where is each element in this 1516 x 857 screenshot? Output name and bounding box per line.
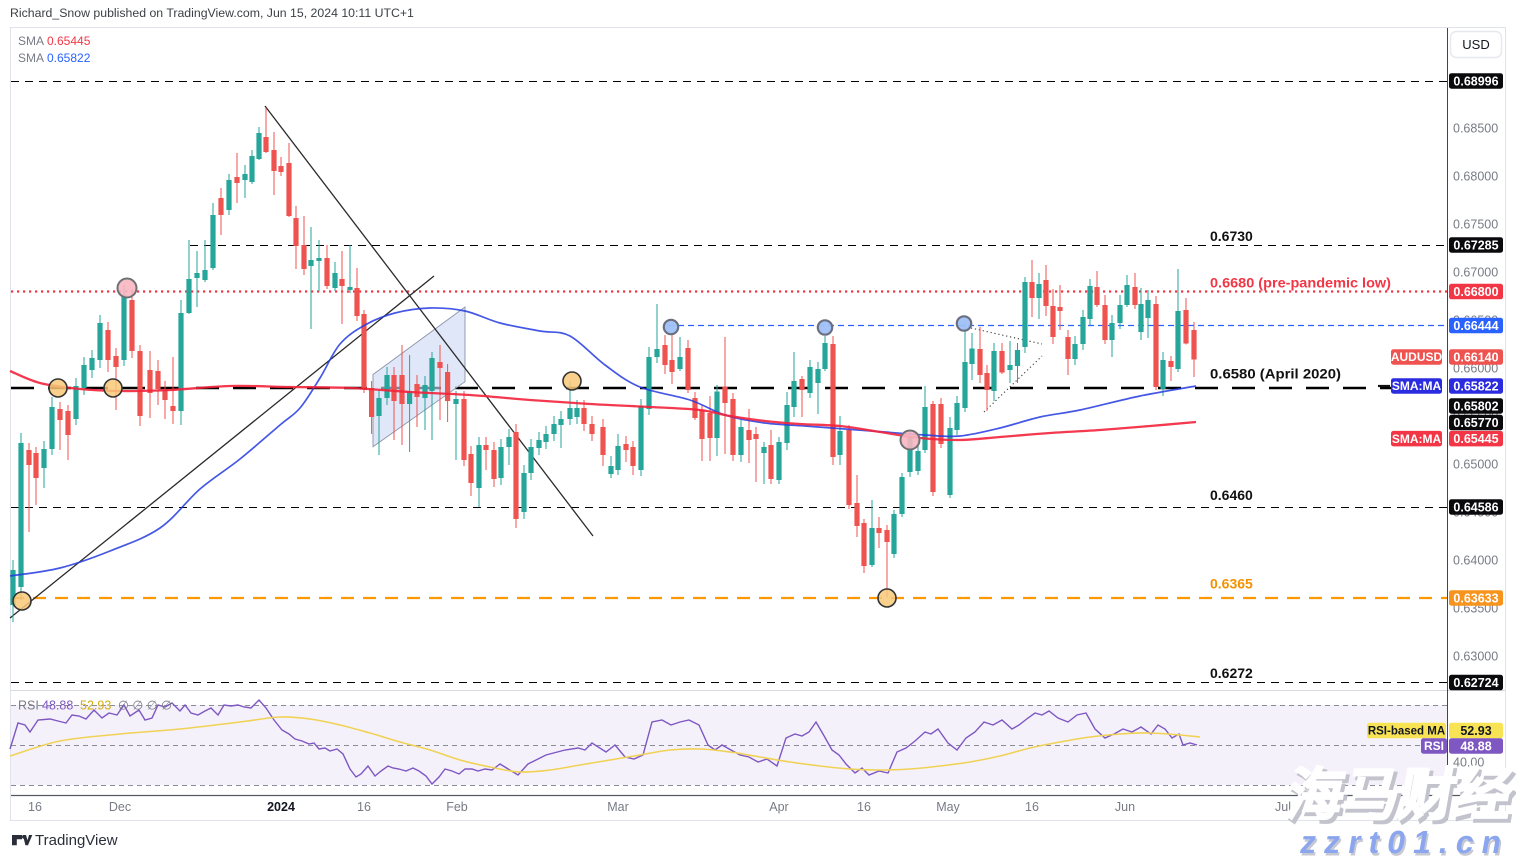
- svg-text:0.6365: 0.6365: [1210, 576, 1253, 592]
- svg-text:Jul: Jul: [1275, 800, 1291, 814]
- svg-text:0.6460: 0.6460: [1210, 487, 1253, 503]
- svg-text:52.93: 52.93: [80, 699, 111, 713]
- svg-text:Feb: Feb: [446, 800, 468, 814]
- svg-text:2024: 2024: [267, 800, 295, 814]
- svg-text:0.68996: 0.68996: [1453, 74, 1498, 88]
- svg-text:0.67500: 0.67500: [1453, 218, 1498, 232]
- svg-text:0.64586: 0.64586: [1453, 500, 1498, 514]
- svg-text:16: 16: [357, 800, 371, 814]
- svg-text:SMA:MA: SMA:MA: [1392, 379, 1442, 393]
- svg-text:0.65802: 0.65802: [1453, 399, 1498, 413]
- svg-text:SMA: SMA: [18, 34, 44, 48]
- svg-text:AUDUSD: AUDUSD: [1391, 350, 1443, 364]
- svg-text:48.88: 48.88: [42, 699, 73, 713]
- svg-text:0.65445: 0.65445: [1453, 432, 1498, 446]
- svg-text:0.6730: 0.6730: [1210, 228, 1253, 244]
- svg-text:0.6680 (pre-pandemic low): 0.6680 (pre-pandemic low): [1210, 276, 1391, 291]
- svg-text:0.66444: 0.66444: [1453, 319, 1498, 333]
- svg-text:48.88: 48.88: [1460, 739, 1491, 753]
- svg-text:∅ ∅ ∅ ∅: ∅ ∅ ∅ ∅: [118, 699, 172, 713]
- svg-text:Apr: Apr: [769, 800, 788, 814]
- svg-text:0.65822: 0.65822: [1453, 379, 1498, 393]
- svg-text:RSI: RSI: [1424, 739, 1444, 753]
- svg-text:0.6272: 0.6272: [1210, 665, 1253, 681]
- svg-text:zzrt01.cn: zzrt01.cn: [1299, 827, 1514, 857]
- svg-text:USD: USD: [1462, 37, 1489, 52]
- svg-text:Jun: Jun: [1115, 800, 1135, 814]
- svg-text:0.67000: 0.67000: [1453, 266, 1498, 280]
- svg-text:0.63633: 0.63633: [1453, 591, 1498, 605]
- svg-text:May: May: [936, 800, 960, 814]
- svg-text:0.68000: 0.68000: [1453, 170, 1498, 184]
- svg-text:0.66000: 0.66000: [1453, 362, 1498, 376]
- svg-text:RSI: RSI: [18, 699, 39, 713]
- svg-text:16: 16: [1361, 800, 1375, 814]
- svg-text:0.65822: 0.65822: [47, 51, 91, 65]
- svg-text:海马财经: 海马财经: [1282, 763, 1516, 826]
- svg-text:16: 16: [28, 800, 42, 814]
- svg-text:0.62724: 0.62724: [1453, 676, 1498, 690]
- svg-text:Mar: Mar: [607, 800, 629, 814]
- svg-text:0.63000: 0.63000: [1453, 650, 1498, 664]
- svg-text:0.68500: 0.68500: [1453, 122, 1498, 136]
- svg-text:TradingView: TradingView: [35, 832, 118, 849]
- svg-text:16: 16: [1025, 800, 1039, 814]
- svg-text:0.65445: 0.65445: [47, 34, 91, 48]
- svg-text:0.67285: 0.67285: [1453, 238, 1498, 252]
- svg-text:52.93: 52.93: [1460, 724, 1491, 738]
- svg-text:RSI-based MA: RSI-based MA: [1368, 726, 1445, 738]
- svg-text:40.00: 40.00: [1453, 756, 1484, 770]
- svg-text:0.66800: 0.66800: [1453, 285, 1498, 299]
- svg-text:0.66140: 0.66140: [1453, 350, 1498, 364]
- svg-text:海马财经: 海马财经: [1285, 767, 1516, 830]
- svg-text:0.65000: 0.65000: [1453, 458, 1498, 472]
- svg-text:Dec: Dec: [109, 800, 131, 814]
- svg-text:zzrt01.cn: zzrt01.cn: [1297, 824, 1512, 857]
- svg-text:SMA: SMA: [18, 51, 44, 65]
- svg-text:SMA:MA: SMA:MA: [1392, 432, 1442, 446]
- svg-text:16: 16: [857, 800, 871, 814]
- svg-text:0.6580 (April 2020): 0.6580 (April 2020): [1210, 367, 1341, 382]
- svg-text:0.64000: 0.64000: [1453, 554, 1498, 568]
- svg-text:0.65770: 0.65770: [1453, 416, 1498, 430]
